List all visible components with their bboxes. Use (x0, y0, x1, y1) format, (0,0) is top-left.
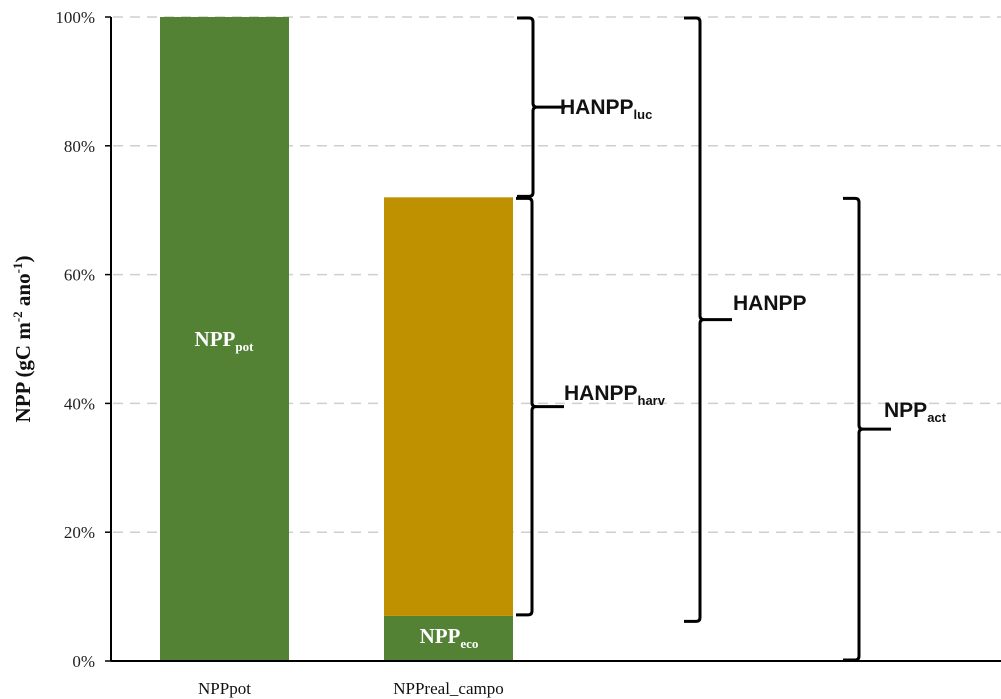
x-category-label: NPPreal_campo (393, 679, 503, 698)
y-tick-label: 60% (64, 266, 95, 285)
bar-inner-label: NPPpot (195, 327, 255, 354)
annotations: HANPPluc HANPPharv HANPP NPPact (516, 16, 947, 662)
brace-label: HANPPharv (564, 382, 666, 408)
bar-segment (160, 17, 289, 661)
y-axis-label-sup2: -1 (10, 263, 25, 274)
brace (843, 196, 891, 662)
bar-inner-label: NPPeco (420, 624, 479, 651)
bar-segment (384, 197, 513, 616)
brace (684, 16, 732, 623)
y-tick-label: 100% (55, 8, 95, 27)
brace (516, 196, 564, 617)
bars: NPPpot NPPeco (160, 17, 513, 661)
y-tick-label: 80% (64, 137, 95, 156)
x-category-labels: NPPpot NPPreal_campo (198, 679, 504, 698)
y-axis-label-mid: ano (11, 273, 35, 311)
y-tick-label: 20% (64, 523, 95, 542)
gridlines (113, 16, 1001, 533)
y-tick-label: 40% (64, 394, 95, 413)
y-tick-label: 0% (72, 652, 95, 671)
brace (517, 16, 565, 198)
y-axis-label-sup1: -2 (10, 311, 25, 322)
brace-label: HANPPluc (560, 96, 652, 122)
y-axis-label: NPP (gC m-2 ano-1) (10, 256, 35, 423)
x-category-label: NPPpot (198, 679, 251, 698)
bar-segment (384, 615, 513, 661)
y-axis-label-end: ) (11, 256, 35, 263)
brace-label: HANPP (733, 292, 807, 315)
y-axis-label-main: NPP (gC m (11, 322, 35, 423)
brace-label: NPPact (884, 399, 947, 425)
y-tick-labels: 0% 20% 40% 60% 80% 100% (55, 8, 111, 671)
